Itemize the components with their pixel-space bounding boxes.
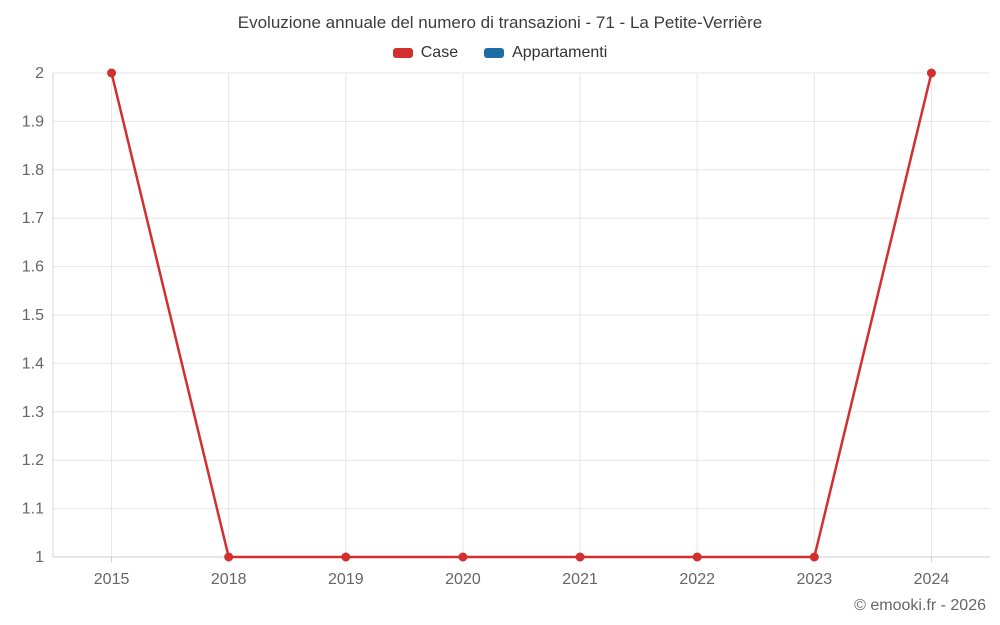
x-axis-label: 2018 bbox=[211, 571, 247, 588]
data-point-case-2021[interactable] bbox=[575, 552, 585, 562]
y-axis-label: 1.9 bbox=[22, 113, 44, 130]
legend-label-case: Case bbox=[420, 44, 459, 61]
x-axis-label: 2020 bbox=[445, 571, 481, 588]
legend-item-case[interactable]: Case bbox=[392, 44, 459, 62]
chart-title: Evoluzione annuale del numero di transaz… bbox=[237, 13, 763, 32]
y-axis-label: 1.2 bbox=[22, 452, 44, 469]
y-axis-label: 1.7 bbox=[22, 210, 44, 227]
y-axis-label: 1 bbox=[35, 549, 44, 566]
legend-item-appartamenti[interactable]: Appartamenti bbox=[484, 44, 607, 62]
copyright: © emooki.fr - 2026 bbox=[854, 597, 986, 614]
legend-swatch-appartamenti bbox=[484, 48, 505, 58]
y-axis-label: 1.4 bbox=[22, 355, 44, 372]
x-axis-label: 2015 bbox=[94, 571, 130, 588]
x-axis-label: 2019 bbox=[328, 571, 364, 588]
legend: Case Appartamenti bbox=[0, 44, 1000, 62]
data-point-case-2023[interactable] bbox=[809, 552, 819, 562]
x-axis-label: 2023 bbox=[797, 571, 833, 588]
y-axis-label: 1.3 bbox=[22, 404, 44, 421]
data-point-case-2018[interactable] bbox=[224, 552, 234, 562]
y-axis-label: 1.5 bbox=[22, 307, 44, 324]
legend-swatch-case bbox=[392, 48, 413, 58]
y-axis-label: 1.6 bbox=[22, 259, 44, 276]
data-point-case-2024[interactable] bbox=[926, 68, 936, 78]
x-axis-label: 2022 bbox=[679, 571, 715, 588]
x-axis-label: 2024 bbox=[914, 571, 950, 588]
y-axis-label: 1.8 bbox=[22, 162, 44, 179]
data-point-case-2020[interactable] bbox=[458, 552, 468, 562]
y-axis-label: 1.1 bbox=[22, 501, 44, 518]
series-line-case bbox=[110, 71, 933, 559]
data-point-case-2015[interactable] bbox=[107, 68, 117, 78]
data-point-case-2019[interactable] bbox=[341, 552, 351, 562]
x-axis-label: 2021 bbox=[562, 571, 598, 588]
legend-label-appartamenti: Appartamenti bbox=[512, 44, 608, 61]
data-point-case-2022[interactable] bbox=[692, 552, 702, 562]
y-axis-label: 2 bbox=[35, 65, 44, 82]
